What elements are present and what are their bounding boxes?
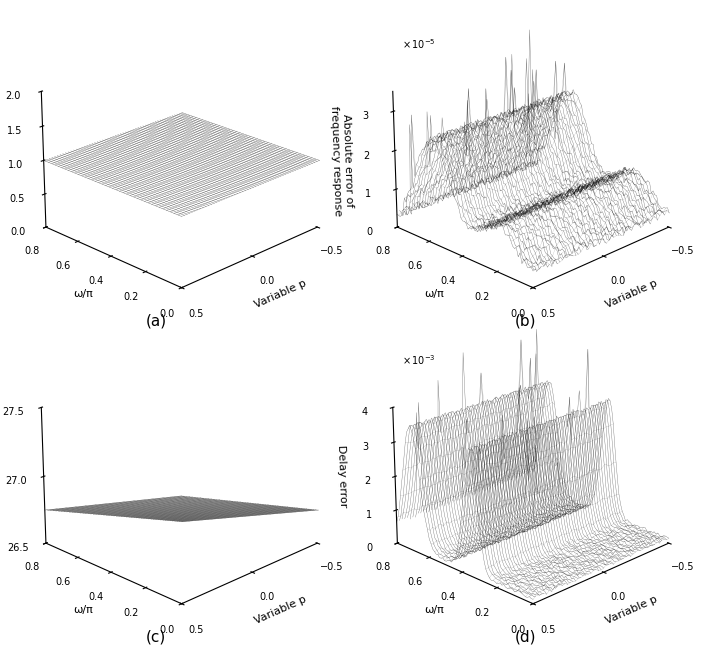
- X-axis label: Variable p: Variable p: [604, 279, 660, 310]
- Text: (d): (d): [515, 630, 536, 645]
- Y-axis label: ω/π: ω/π: [425, 606, 444, 615]
- Text: (a): (a): [146, 313, 167, 329]
- X-axis label: Variable p: Variable p: [604, 595, 660, 626]
- X-axis label: Variable p: Variable p: [253, 279, 308, 310]
- Text: $\times\,10^{-5}$: $\times\,10^{-5}$: [402, 37, 435, 52]
- Text: $\times\,10^{-3}$: $\times\,10^{-3}$: [402, 353, 435, 368]
- Text: (b): (b): [515, 313, 536, 329]
- Y-axis label: ω/π: ω/π: [73, 606, 93, 615]
- Y-axis label: ω/π: ω/π: [425, 290, 444, 299]
- X-axis label: Variable p: Variable p: [253, 595, 308, 626]
- Y-axis label: ω/π: ω/π: [73, 290, 93, 299]
- Text: (c): (c): [146, 630, 166, 645]
